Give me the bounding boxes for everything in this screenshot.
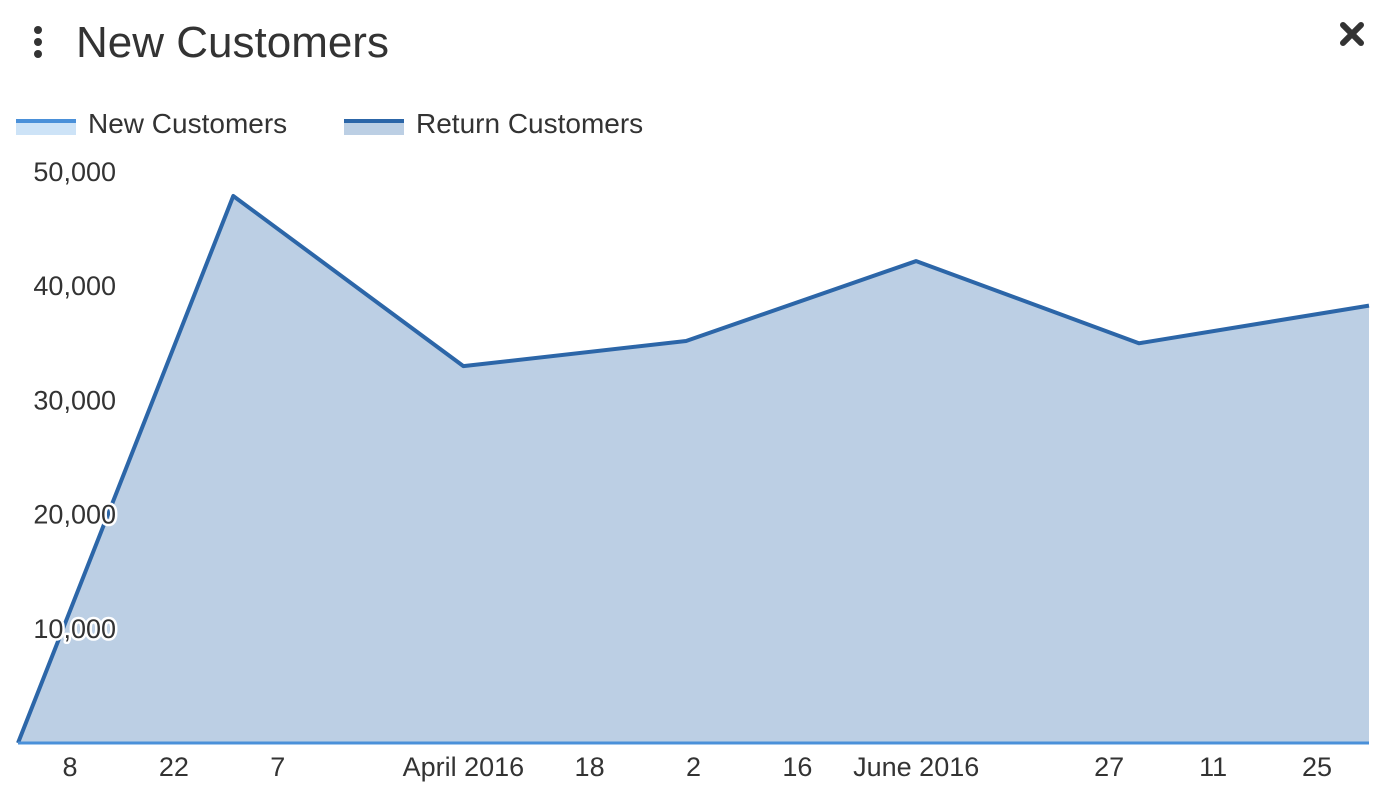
x-tick-label-9: 11 bbox=[1199, 752, 1227, 782]
legend-label-new-customers: New Customers bbox=[88, 108, 288, 139]
y-tick-label-1: 20,000 bbox=[33, 500, 116, 530]
x-tick-label-0: 8 bbox=[62, 752, 77, 782]
y-tick-label-0: 10,000 bbox=[33, 614, 116, 644]
x-tick-label-4: 18 bbox=[575, 752, 605, 782]
x-tick-label-3: April 2016 bbox=[403, 752, 525, 782]
x-tick-label-5: 2 bbox=[686, 752, 701, 782]
legend-swatch-return-customers bbox=[344, 119, 404, 135]
widget-title: New Customers bbox=[76, 18, 389, 67]
widget-header: New Customers bbox=[0, 0, 1386, 90]
return-customers-area bbox=[18, 195, 1369, 743]
vertical-ellipsis-icon[interactable] bbox=[26, 22, 50, 66]
legend-swatch-new-customers bbox=[16, 119, 76, 135]
y-tick-label-4: 50,000 bbox=[33, 157, 116, 187]
y-tick-label-2: 30,000 bbox=[33, 385, 116, 415]
return-customers-line bbox=[16, 193, 1370, 744]
y-tick-label-3: 40,000 bbox=[33, 271, 116, 301]
x-tick-label-6: 16 bbox=[782, 752, 812, 782]
legend-label-return-customers: Return Customers bbox=[416, 108, 644, 139]
x-tick-label-10: 25 bbox=[1302, 752, 1332, 782]
close-x-icon[interactable] bbox=[1334, 16, 1370, 52]
x-tick-label-7: June 2016 bbox=[853, 752, 979, 782]
x-tick-label-1: 22 bbox=[159, 752, 189, 782]
x-tick-label-8: 27 bbox=[1094, 752, 1124, 782]
x-tick-label-2: 7 bbox=[270, 752, 285, 782]
